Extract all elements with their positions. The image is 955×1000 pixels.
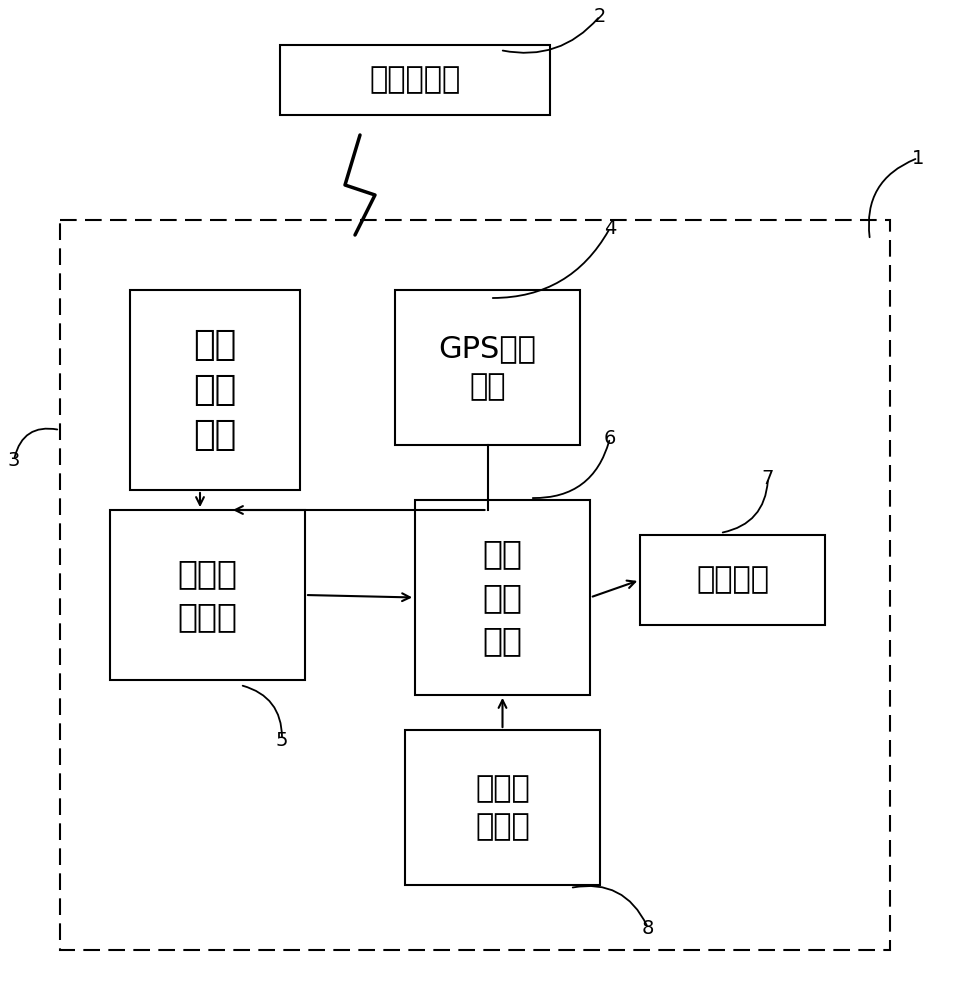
Bar — [395, 290, 580, 445]
Bar — [640, 535, 825, 625]
Text: 6: 6 — [604, 428, 616, 448]
Text: 7: 7 — [762, 468, 775, 488]
Text: 数据存
储模块: 数据存 储模块 — [178, 557, 238, 633]
Text: 数据
处理
模块: 数据 处理 模块 — [482, 538, 522, 657]
Text: 无线
通信
模块: 无线 通信 模块 — [193, 328, 237, 452]
Text: 8: 8 — [642, 918, 654, 938]
Bar — [405, 730, 600, 885]
Text: 显示模块: 显示模块 — [696, 566, 769, 594]
Text: 1: 1 — [912, 148, 924, 167]
Bar — [60, 220, 890, 950]
Text: 后台服务器: 后台服务器 — [370, 66, 460, 95]
Text: 5: 5 — [276, 730, 288, 750]
Text: 2: 2 — [594, 6, 606, 25]
Text: GPS定位
装置: GPS定位 装置 — [438, 334, 537, 401]
Text: 4: 4 — [604, 219, 616, 237]
Bar — [415, 500, 590, 695]
Text: 命令输
入装置: 命令输 入装置 — [476, 774, 530, 841]
Bar — [130, 290, 300, 490]
Text: 3: 3 — [8, 450, 20, 470]
Bar — [280, 45, 550, 115]
Bar — [110, 510, 305, 680]
